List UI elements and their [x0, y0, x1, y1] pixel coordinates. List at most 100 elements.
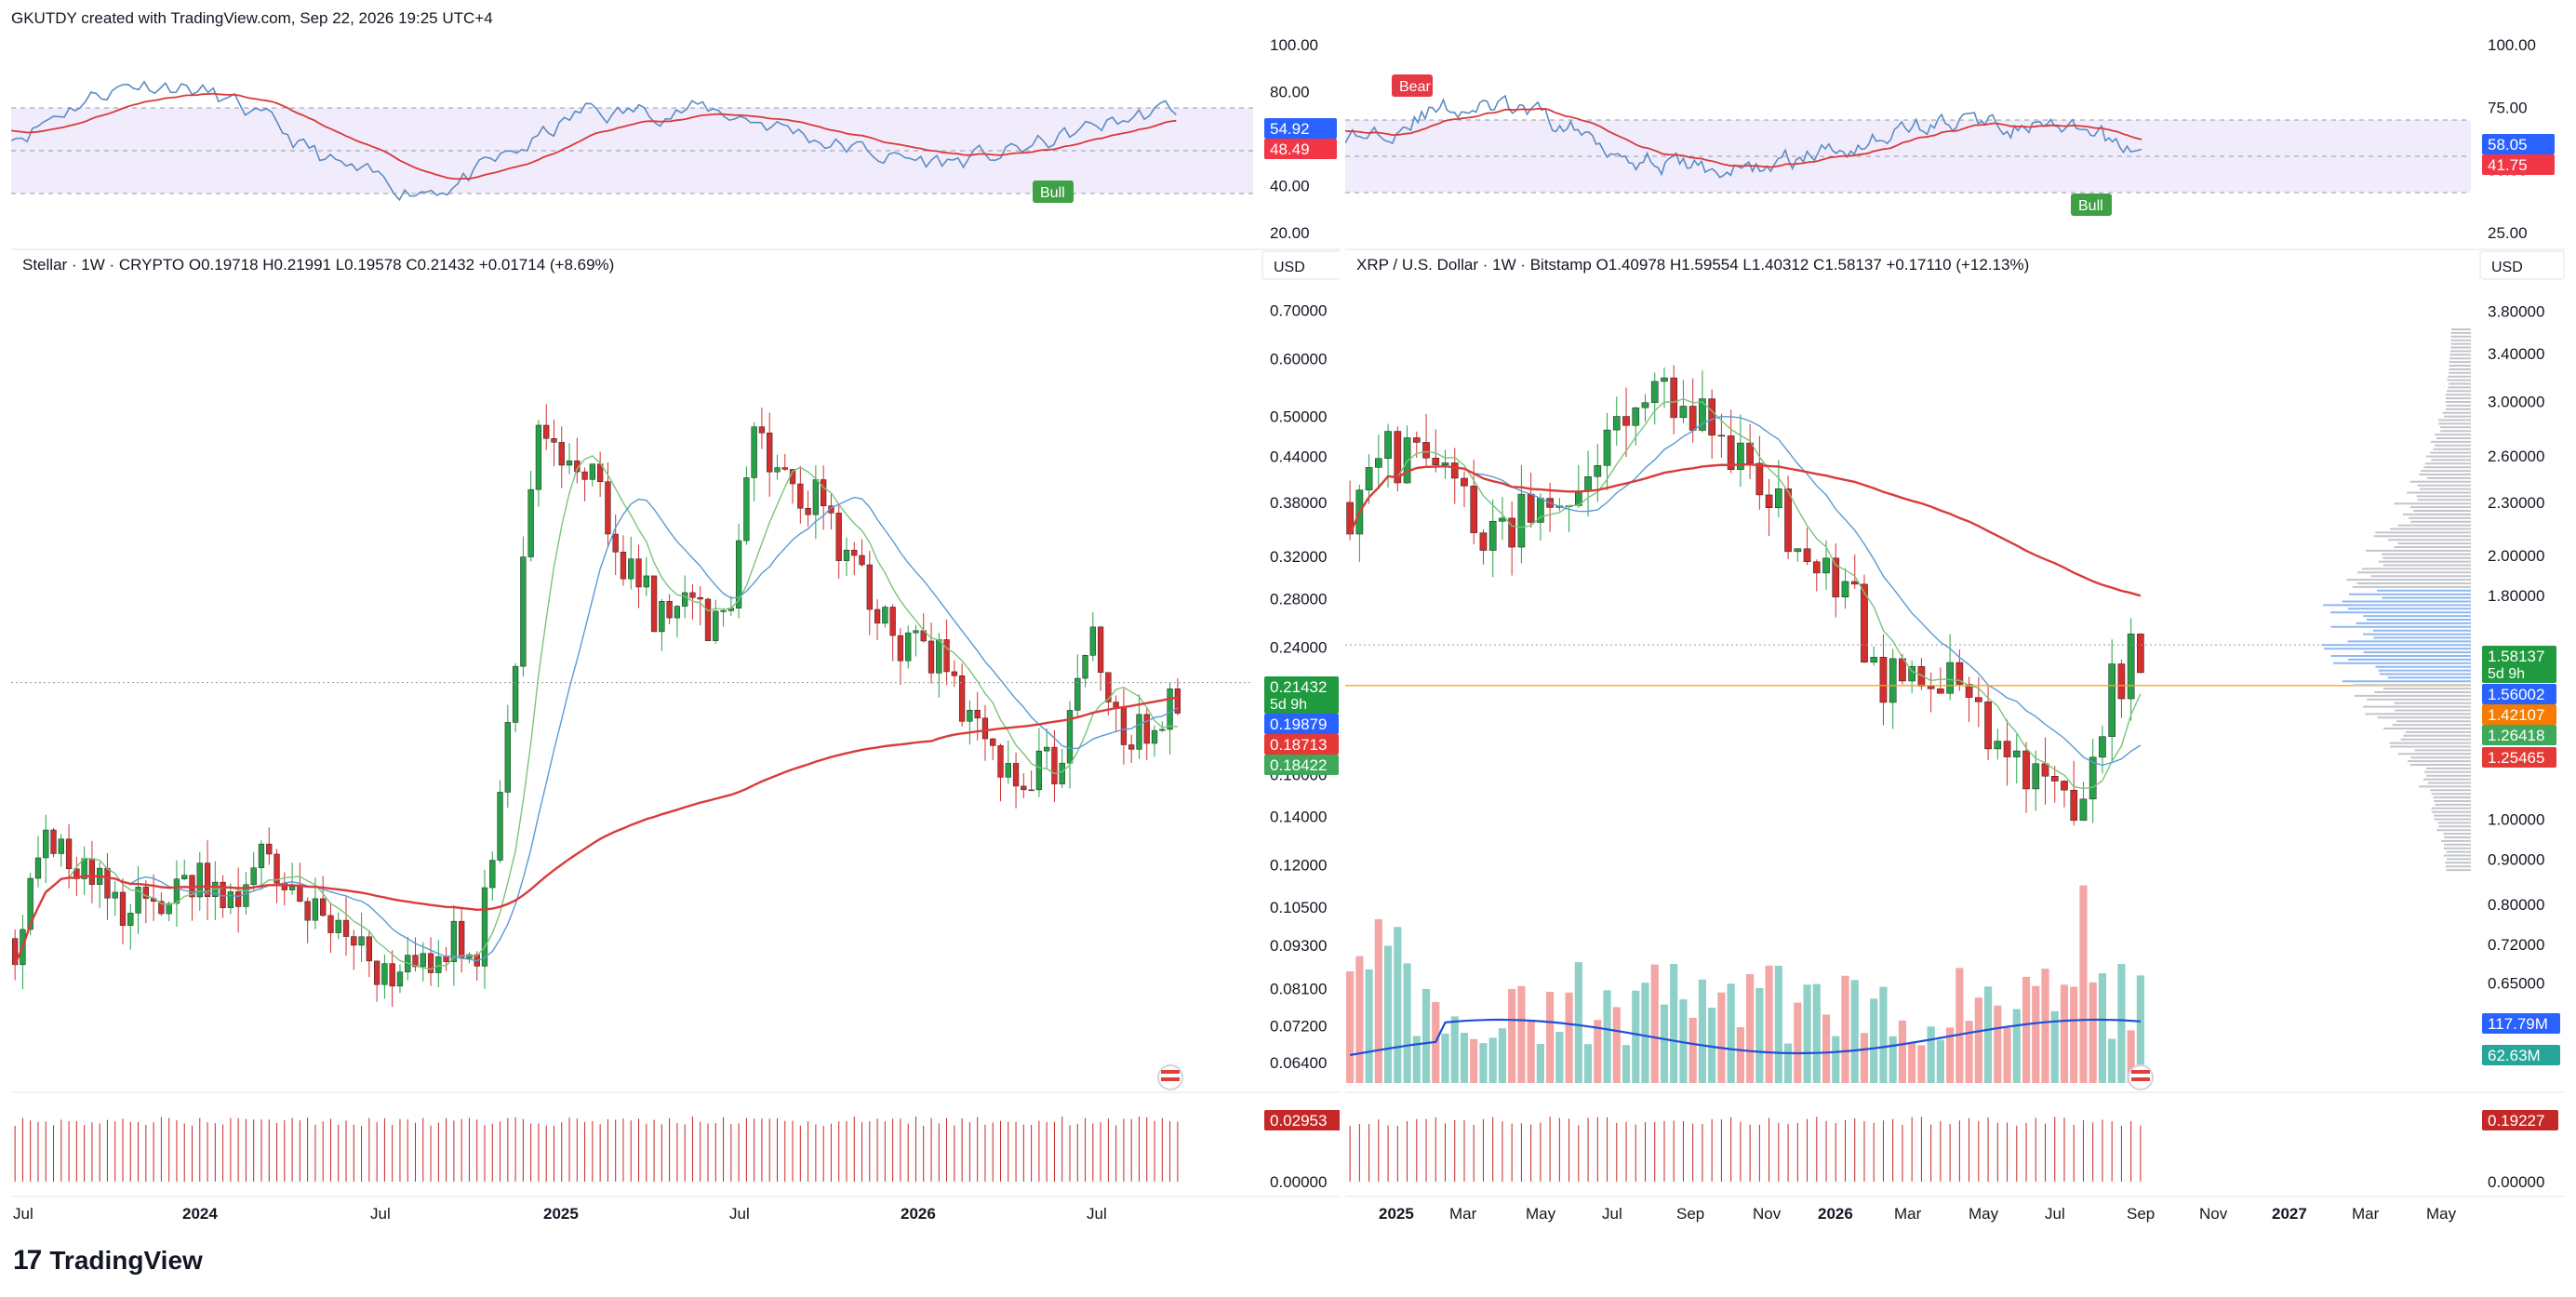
left-candle	[535, 424, 542, 490]
left-candle	[589, 463, 596, 480]
right-currency-box[interactable]	[2479, 250, 2565, 280]
right-time-tick-6: 2026	[1818, 1205, 1853, 1223]
right-volume-bar	[1394, 927, 1402, 1083]
left-candle	[543, 424, 550, 439]
left-candle	[258, 843, 265, 868]
left-candle	[551, 438, 557, 443]
right-volume-bar	[1955, 968, 1964, 1083]
right-candle	[1603, 429, 1611, 466]
right-volume-bar	[1850, 980, 1859, 1083]
right-chart-svg[interactable]: 100.0075.0050.0025.0058.0541.75BearBullX…	[1344, 32, 2565, 1223]
right-volume-bar	[1917, 1045, 1926, 1083]
left-rsi-badge-1-bg	[1264, 139, 1337, 159]
right-volume-bar	[1736, 1027, 1744, 1083]
left-candle	[735, 540, 742, 608]
left-candle	[512, 665, 519, 723]
left-candle	[227, 891, 234, 908]
left-candle	[65, 838, 73, 870]
right-candle	[1699, 398, 1706, 431]
right-rsi-signal-0: Bear	[1399, 79, 1431, 95]
left-flag-stripe-2	[1161, 1077, 1180, 1081]
right-volume-bar	[1983, 986, 1993, 1083]
right-volume-bar	[1603, 990, 1611, 1083]
right-candle	[1841, 581, 1849, 597]
right-candle	[1737, 442, 1744, 471]
right-candle	[1612, 416, 1621, 431]
right-candle	[1394, 431, 1402, 484]
left-price-tick-15: 0.06400	[1270, 1054, 1327, 1072]
right-price-badge-4-bg	[2482, 747, 2556, 768]
right-candle	[1508, 517, 1515, 548]
right-volume-bar	[2060, 984, 2069, 1083]
right-price-tick-0: 3.80000	[2488, 303, 2544, 321]
right-candle	[1717, 435, 1726, 437]
right-volume-bar	[1822, 1014, 1831, 1083]
right-volume-badge-0: 117.79M	[2488, 1015, 2548, 1033]
right-chart-panel[interactable]: 100.0075.0050.0025.0058.0541.75BearBullX…	[1344, 32, 2565, 1223]
left-rsi-tick-3: 40.00	[1270, 178, 1310, 195]
right-volume-bar	[1555, 1031, 1564, 1083]
left-candle	[797, 483, 804, 509]
left-candle	[243, 884, 249, 907]
left-candle	[481, 887, 488, 967]
left-candle	[443, 956, 449, 962]
right-volume-ma	[1349, 1018, 2141, 1057]
left-candle	[1136, 714, 1142, 750]
left-candle	[1035, 750, 1043, 791]
left-price-tick-12: 0.09300	[1270, 937, 1327, 955]
left-candle	[666, 601, 673, 619]
right-volume-bar	[2050, 1010, 2059, 1083]
right-volume-bar	[2098, 973, 2107, 1083]
right-volume-bar	[2032, 985, 2040, 1083]
right-volume-bar	[1632, 990, 1640, 1083]
left-legend: Stellar · 1W · CRYPTO O0.19718 H0.21991 …	[22, 256, 614, 274]
right-lower-badge: 0.19227	[2488, 1112, 2544, 1130]
left-rsi-badge-0-bg	[1264, 118, 1337, 139]
right-volume-bar	[1594, 1020, 1602, 1083]
tradingview-logo[interactable]: 17 TradingView	[13, 1245, 203, 1277]
right-volume-bar	[1565, 992, 1573, 1083]
right-price-badge-2-bg	[2482, 704, 2556, 725]
right-rsi-signal-0-bg	[1392, 74, 1433, 97]
left-candle	[1097, 626, 1104, 674]
right-time-tick-14: May	[2426, 1205, 2457, 1223]
right-candle	[1765, 494, 1773, 508]
left-price-badge-2: 0.18713	[1270, 736, 1327, 754]
right-candle	[1346, 501, 1354, 535]
right-time-tick-9: Jul	[2045, 1205, 2065, 1223]
right-volume-bar	[2089, 982, 2097, 1083]
left-chart-panel[interactable]: 100.0080.0060.0040.0020.0054.9248.49Bull…	[10, 32, 1347, 1223]
left-candle	[958, 675, 966, 722]
right-volume-bar	[2117, 964, 2126, 1083]
right-candle	[1727, 435, 1735, 471]
right-candle	[1412, 437, 1421, 443]
left-candle	[320, 898, 327, 916]
right-price-tick-6: 1.80000	[2488, 587, 2544, 605]
right-candle	[1650, 381, 1659, 403]
left-chart-svg[interactable]: 100.0080.0060.0040.0020.0054.9248.49Bull…	[10, 32, 1347, 1223]
left-candle	[412, 955, 419, 968]
right-volume-bar	[1460, 1033, 1469, 1083]
left-candle	[266, 843, 273, 855]
left-candle	[882, 607, 888, 624]
left-candle	[204, 862, 211, 897]
left-candle	[828, 505, 834, 514]
right-price-tick-2: 3.00000	[2488, 393, 2544, 410]
left-ma-long	[14, 696, 1179, 966]
left-candle	[997, 745, 1004, 778]
right-volume-bar	[1889, 1036, 1897, 1083]
right-candle	[2099, 736, 2106, 758]
left-candle	[974, 710, 981, 719]
left-candle	[181, 875, 188, 879]
left-price-tick-11: 0.10500	[1270, 899, 1327, 916]
right-volume-bar	[1936, 1039, 1944, 1083]
right-candle	[1927, 686, 1935, 689]
left-candle	[581, 471, 588, 480]
right-price-badge-0-bg	[2482, 646, 2556, 683]
right-volume-bar	[1774, 965, 1782, 1083]
right-price-tick-5: 2.00000	[2488, 547, 2544, 565]
left-price-tick-6: 0.28000	[1270, 590, 1327, 608]
right-volume-bar	[1698, 979, 1707, 1083]
right-candle	[1822, 557, 1830, 574]
left-candle	[166, 903, 172, 915]
